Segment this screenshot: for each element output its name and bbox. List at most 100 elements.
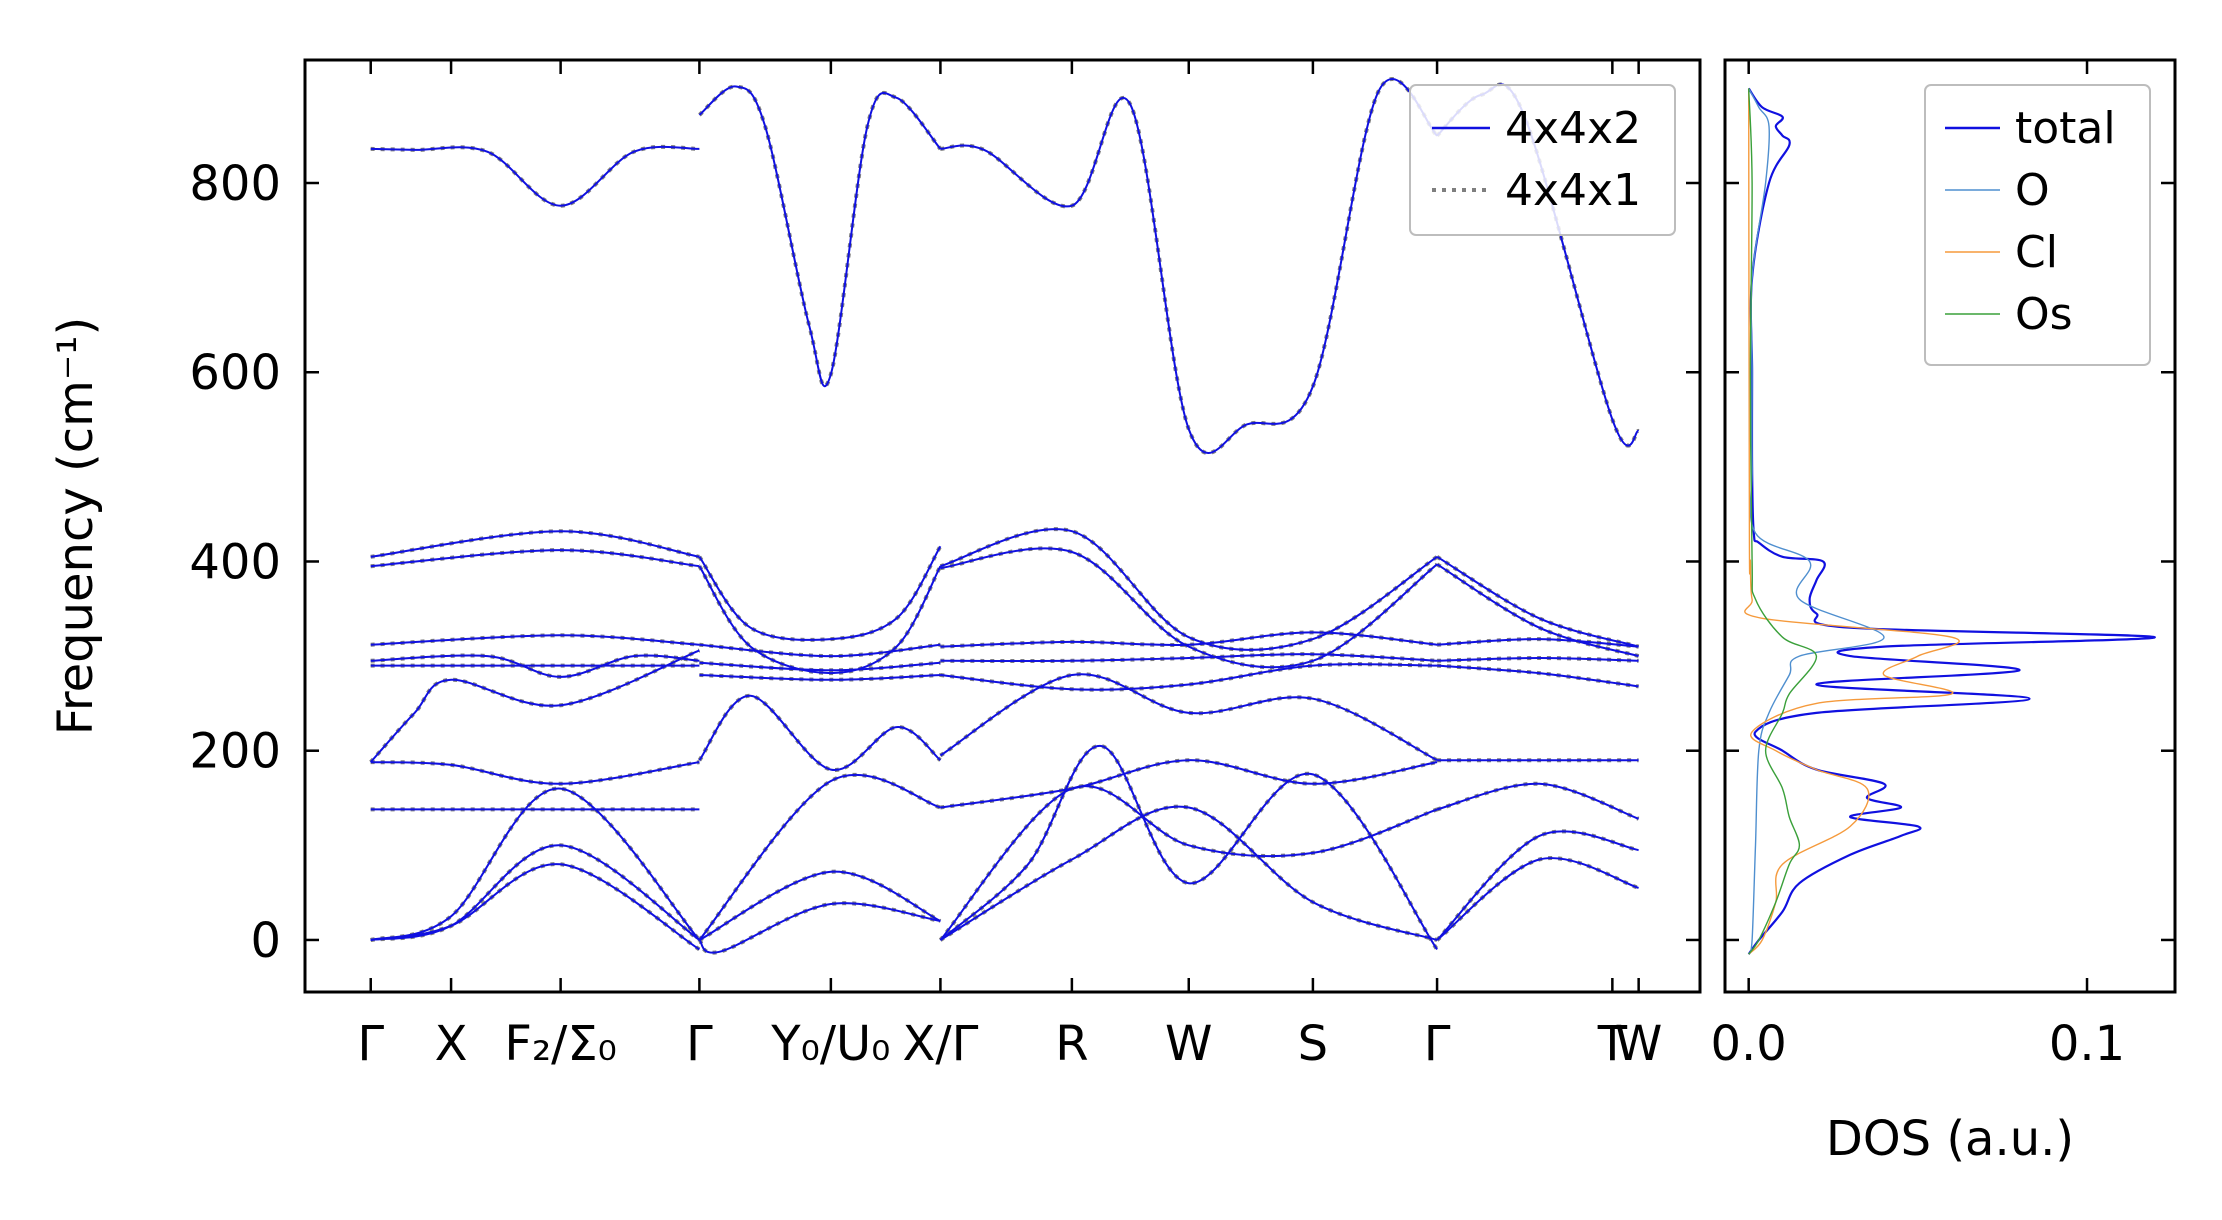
- x-tick-label: T: [1597, 1016, 1628, 1072]
- band-4x4x2: [370, 787, 701, 941]
- band-4x4x1: [1435, 829, 1639, 942]
- band-4x4x1: [370, 843, 701, 942]
- band-4x4x2: [370, 844, 700, 941]
- band-4x4x2: [370, 530, 700, 558]
- legend-label-total: total: [2015, 103, 2116, 154]
- band-4x4x1: [698, 84, 942, 389]
- band-4x4x2: [370, 863, 700, 951]
- band-4x4x2: [940, 631, 1438, 648]
- band-4x4x1: [940, 758, 1438, 810]
- legend-label-4x4x1: 4x4x1: [1505, 165, 1641, 216]
- band-4x4x1: [697, 545, 943, 642]
- band-4x4x2: [939, 744, 1438, 950]
- y-axis-title: Frequency (cm⁻¹): [48, 317, 104, 735]
- band-4x4x2: [940, 759, 1438, 809]
- legend-label-4x4x2: 4x4x2: [1505, 103, 1641, 154]
- band-4x4x2: [699, 643, 941, 658]
- dos-x-axis-title: DOS (a.u.): [1826, 1111, 2074, 1167]
- band-4x4x1: [939, 744, 1439, 951]
- band-4x4x2: [939, 805, 1438, 941]
- dos-cl: [1744, 88, 1960, 955]
- band-4x4x2: [1436, 555, 1639, 648]
- x-tick-label: S: [1298, 1016, 1328, 1072]
- band-4x4x1: [940, 546, 1439, 670]
- band-legend-box: [1409, 84, 1676, 236]
- x-tick-label: Γ: [1424, 1016, 1451, 1072]
- band-legend: 4x4x2 4x4x1: [1409, 84, 1676, 236]
- x-tick-label: Γ: [357, 1016, 384, 1072]
- band-4x4x2: [698, 545, 942, 641]
- y-tick-label: 0: [250, 913, 281, 969]
- band-4x4x1: [697, 693, 942, 772]
- x-tick-label: W: [1615, 1016, 1662, 1072]
- band-4x4x2: [940, 78, 1438, 455]
- dos-x-ticks: 0.0 0.1: [1711, 60, 2125, 1072]
- band-4x4x1: [370, 786, 701, 942]
- band-4x4x2: [698, 902, 941, 954]
- dos-x-tick-label: 0.1: [2049, 1016, 2125, 1072]
- band-4x4x2: [370, 549, 700, 568]
- dos-y-ticks: [1725, 181, 2175, 942]
- band-4x4x1: [370, 760, 700, 786]
- band-4x4x2: [940, 663, 1438, 691]
- dos-legend-box: [1924, 84, 2151, 366]
- band-4x4x2: [1437, 638, 1639, 648]
- x-tick-label: X: [435, 1016, 468, 1072]
- x-tick-label: F₂/Σ₀: [504, 1016, 617, 1072]
- band-4x4x2: [1436, 563, 1639, 658]
- y-tick-label: 800: [189, 156, 281, 212]
- band-4x4x2: [1436, 782, 1639, 820]
- band-4x4x2: [370, 634, 700, 646]
- band-4x4x2: [698, 870, 941, 941]
- band-plot-frame: [303, 58, 1702, 994]
- band-4x4x2: [1436, 857, 1639, 941]
- y-tick-label: 400: [189, 534, 281, 590]
- band-4x4x2: [939, 673, 1438, 762]
- y-tick-label: 600: [189, 345, 281, 401]
- dos-legend: total O Cl Os: [1924, 84, 2151, 366]
- band-4x4x2: [698, 773, 941, 941]
- y-axis-ticks: 0 200 400 600 800: [189, 156, 1700, 969]
- band-4x4x1: [1436, 781, 1640, 821]
- band-4x4x2: [698, 85, 942, 388]
- dos-plot-frame: [1723, 58, 2177, 994]
- band-4x4x2: [939, 785, 1438, 941]
- legend-label-o: O: [2015, 165, 2050, 216]
- x-tick-label: R: [1055, 1016, 1088, 1072]
- legend-label-cl: Cl: [2015, 227, 2058, 278]
- band-4x4x1: [1436, 663, 1639, 689]
- band-4x4x2: [369, 649, 700, 763]
- band-4x4x2: [1437, 656, 1639, 662]
- band-4x4x1: [938, 784, 1438, 942]
- band-4x4x2: [370, 654, 700, 678]
- band-4x4x2: [699, 674, 941, 681]
- band-4x4x2: [1436, 830, 1639, 941]
- x-axis-ticks: Γ X F₂/Σ₀ Γ Y₀/U₀ X/Γ R W S Γ TW: [357, 60, 1662, 1072]
- band-4x4x1: [1436, 555, 1640, 649]
- x-tick-label: X/Γ: [903, 1016, 979, 1072]
- band-4x4x2: [370, 761, 700, 785]
- band-4x4x1: [697, 772, 942, 942]
- dos-x-tick-label: 0.0: [1711, 1016, 1787, 1072]
- band-4x4x2: [698, 694, 942, 771]
- dos-o: [1748, 88, 1885, 955]
- band-4x4x1: [940, 77, 1439, 456]
- y-tick-label: 200: [189, 724, 281, 780]
- x-tick-label: W: [1165, 1016, 1212, 1072]
- band-4x4x2: [940, 653, 1438, 663]
- dos-curves: [1744, 87, 2156, 955]
- band-4x4x1: [1435, 856, 1640, 942]
- band-4x4x1: [940, 662, 1438, 692]
- legend-label-os: Os: [2015, 289, 2073, 340]
- band-4x4x2: [1437, 664, 1639, 688]
- band-4x4x2: [699, 661, 941, 672]
- band-4x4x2: [698, 565, 942, 675]
- x-tick-label: Y₀/U₀: [770, 1016, 890, 1072]
- dos-panel: 0.0 0.1 DOS (a.u.) total O Cl Os: [1711, 58, 2177, 1167]
- band-4x4x2: [370, 145, 700, 207]
- dos-os: [1748, 88, 1818, 955]
- band-4x4x2: [940, 528, 1438, 651]
- x-tick-label: Γ: [686, 1016, 713, 1072]
